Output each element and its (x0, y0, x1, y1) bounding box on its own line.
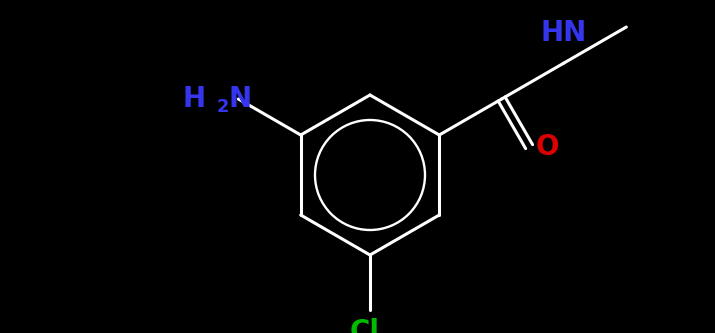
Text: 2: 2 (217, 98, 229, 116)
Text: N: N (228, 85, 252, 113)
Text: H: H (182, 85, 205, 113)
Text: HN: HN (541, 19, 587, 47)
Text: Cl: Cl (350, 318, 380, 333)
Text: O: O (536, 133, 559, 161)
